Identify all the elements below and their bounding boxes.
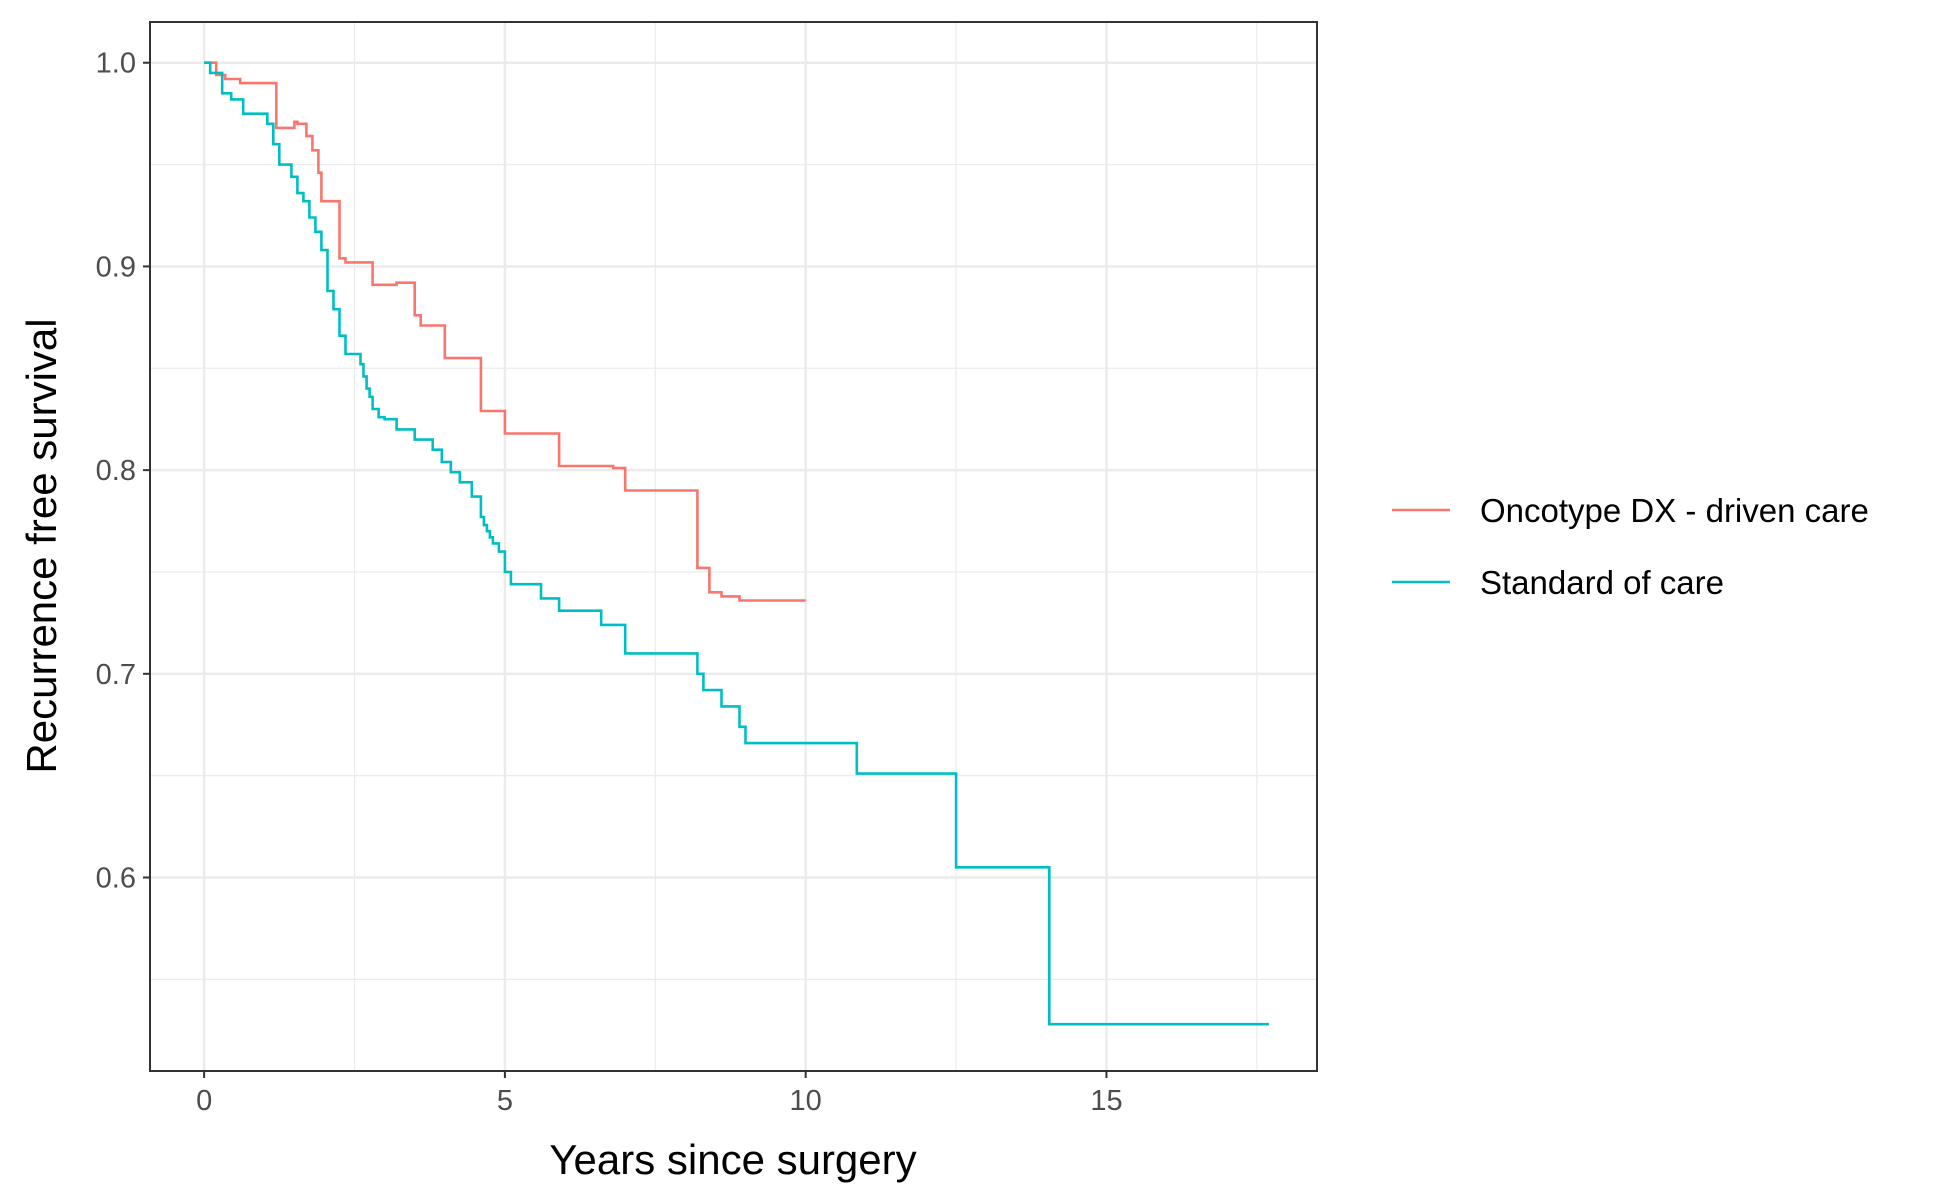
series-line-standard	[204, 61, 1269, 1026]
legend: Oncotype DX - driven care Standard of car…	[1392, 492, 1869, 601]
x-tick-label: 0	[196, 1085, 212, 1117]
series-line-oncotype	[204, 61, 806, 602]
y-tick-label: 0.7	[96, 659, 136, 691]
y-tick-label: 0.8	[96, 455, 136, 487]
x-tick-label: 15	[1090, 1085, 1122, 1117]
panel-border	[149, 21, 1318, 1072]
grid-lines	[150, 22, 1317, 1071]
y-tick-label: 1.0	[96, 48, 136, 80]
y-axis-title: Recurrence free survival	[18, 318, 65, 773]
x-tick-label: 5	[497, 1085, 513, 1117]
survival-curves	[204, 61, 1269, 1026]
x-tick-label: 10	[790, 1085, 822, 1117]
y-tick-label: 0.6	[96, 862, 136, 894]
legend-label: Oncotype DX - driven care	[1480, 492, 1869, 529]
y-tick-label: 0.9	[96, 251, 136, 283]
axes: 0 5 10 15 0.6 0.7 0.8 0.9 1.0	[96, 48, 1123, 1117]
legend-label: Standard of care	[1480, 564, 1724, 601]
x-axis-title: Years since surgery	[549, 1136, 916, 1183]
